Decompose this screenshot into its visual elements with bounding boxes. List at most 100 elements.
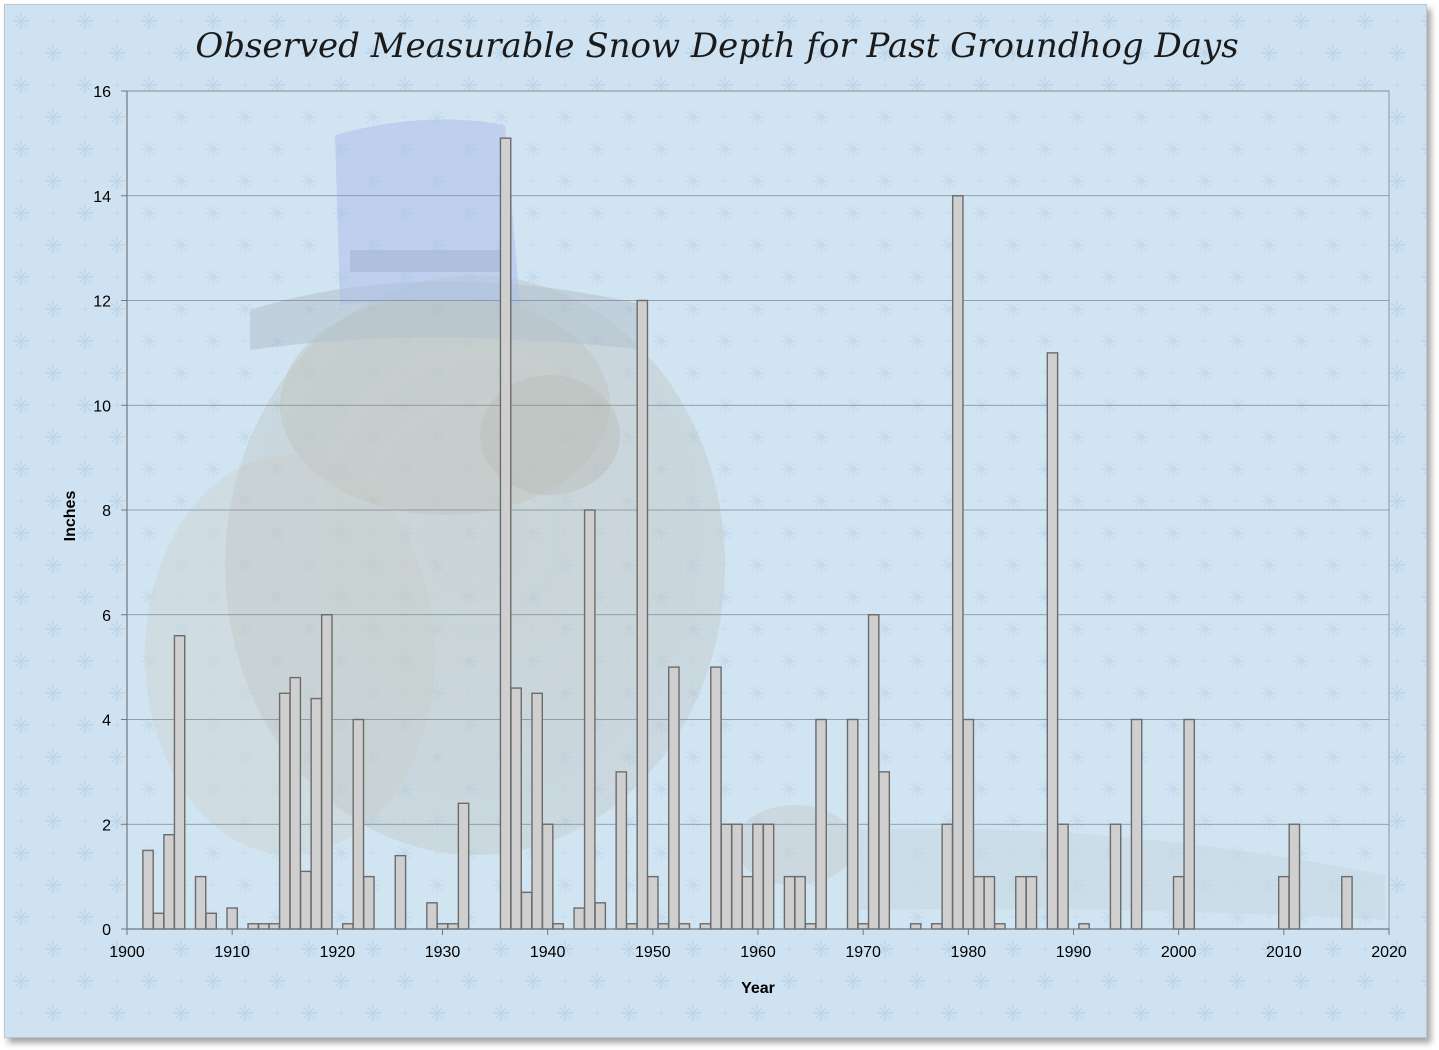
bar-1966 xyxy=(815,718,827,930)
bar-1957 xyxy=(720,823,733,930)
bar-1931 xyxy=(447,923,459,930)
bar-1981 xyxy=(972,875,985,930)
bar-1959 xyxy=(741,875,754,930)
bar-1922 xyxy=(352,718,365,930)
bar-2000 xyxy=(1172,875,1185,930)
y-tick-label-16: 16 xyxy=(93,84,111,101)
bar-1991 xyxy=(1078,923,1090,930)
bar-1951 xyxy=(657,923,670,930)
bar-1980 xyxy=(962,718,975,930)
bar-1960 xyxy=(752,823,764,930)
bar-1956 xyxy=(710,666,722,930)
bar-1944 xyxy=(583,509,596,930)
bar-1926 xyxy=(394,854,407,930)
y-tick-label-10: 10 xyxy=(93,398,111,415)
y-tick-label-8: 8 xyxy=(102,503,111,520)
bar-1939 xyxy=(531,692,544,930)
bar-1932 xyxy=(457,802,470,930)
x-tick-label-1940: 1940 xyxy=(530,944,566,961)
bar-1921 xyxy=(341,923,354,930)
bar-1970 xyxy=(857,923,870,930)
bar-1905 xyxy=(173,635,186,930)
bar-2001 xyxy=(1183,718,1196,930)
bar-1903 xyxy=(152,912,165,930)
bar-1971 xyxy=(867,614,880,930)
bar-1904 xyxy=(163,834,175,930)
bar-1969 xyxy=(846,718,859,930)
y-tick-label-12: 12 xyxy=(93,294,111,311)
bar-2016 xyxy=(1341,875,1353,930)
bar-1913 xyxy=(257,923,270,930)
bar-1902 xyxy=(142,849,154,930)
gridlines xyxy=(127,90,1389,825)
bar-1929 xyxy=(426,902,438,930)
y-tick-label-0: 0 xyxy=(102,922,111,939)
bar-1994 xyxy=(1109,823,1122,930)
bar-1996 xyxy=(1130,718,1143,930)
bar-1949 xyxy=(636,299,649,930)
x-tick-label-1900: 1900 xyxy=(109,944,145,961)
bar-1978 xyxy=(941,823,954,930)
y-tick-label-2: 2 xyxy=(102,817,111,834)
bar-1989 xyxy=(1057,823,1069,930)
bar-1915 xyxy=(278,692,291,930)
x-axis-title: Year xyxy=(741,980,775,997)
bar-1916 xyxy=(289,676,302,930)
bar-1919 xyxy=(320,614,333,930)
bar-1983 xyxy=(994,923,1006,930)
bar-1941 xyxy=(552,923,565,930)
x-tick-label-2020: 2020 xyxy=(1371,944,1407,961)
bar-1982 xyxy=(983,875,996,930)
bar-1958 xyxy=(731,823,743,930)
y-axis-title: Inches xyxy=(62,491,79,542)
bar-1937 xyxy=(510,687,522,930)
bar-1950 xyxy=(646,875,659,930)
bar-1955 xyxy=(699,923,712,930)
bar-1988 xyxy=(1046,352,1059,930)
bar-1918 xyxy=(310,697,323,930)
bar-1910 xyxy=(226,907,239,930)
bar-1952 xyxy=(668,666,680,930)
bar-1940 xyxy=(541,823,554,930)
y-tick-label-4: 4 xyxy=(102,713,111,730)
x-tick-label-1960: 1960 xyxy=(740,944,776,961)
bar-1947 xyxy=(615,771,628,930)
bar-1908 xyxy=(205,912,217,930)
x-tick-label-1910: 1910 xyxy=(214,944,250,961)
bar-1914 xyxy=(268,923,281,930)
x-tick-label-1930: 1930 xyxy=(425,944,461,961)
bar-1907 xyxy=(194,875,207,930)
bar-1979 xyxy=(951,195,964,930)
snow-depth-chart: 1900 1910 1920 1930 1940 1950 1960 1970 1980 1990… xyxy=(5,5,1426,1037)
bar-1977 xyxy=(930,923,943,930)
x-tick-label-1920: 1920 xyxy=(320,944,356,961)
bar-1964 xyxy=(794,875,806,930)
bar-1975 xyxy=(909,923,922,930)
bar-1965 xyxy=(804,923,817,930)
x-tick-label-1970: 1970 xyxy=(845,944,881,961)
y-tick-label-14: 14 xyxy=(93,189,111,206)
x-tick-label-1980: 1980 xyxy=(951,944,987,961)
bars-group xyxy=(142,137,1353,930)
bar-1917 xyxy=(299,870,312,930)
bar-1972 xyxy=(878,771,891,930)
axes-group xyxy=(121,90,1390,935)
bar-2010 xyxy=(1277,875,1290,930)
bar-1986 xyxy=(1025,875,1038,930)
bar-1912 xyxy=(247,923,260,930)
bar-1945 xyxy=(594,902,607,930)
bar-1930 xyxy=(436,923,449,930)
x-tick-label-1990: 1990 xyxy=(1056,944,1092,961)
bar-2011 xyxy=(1288,823,1301,930)
x-tick-label-2000: 2000 xyxy=(1161,944,1197,961)
y-tick-label-6: 6 xyxy=(102,608,111,625)
bar-1948 xyxy=(625,923,638,930)
bar-1943 xyxy=(573,907,586,930)
x-tick-label-1950: 1950 xyxy=(635,944,671,961)
bar-1961 xyxy=(762,823,775,930)
bar-1985 xyxy=(1015,875,1027,930)
bar-1923 xyxy=(363,875,375,930)
x-tick-label-2010: 2010 xyxy=(1266,944,1302,961)
chart-frame: 1900 1910 1920 1930 1940 1950 1960 1970 1980 1990… xyxy=(4,4,1427,1038)
bar-1936 xyxy=(499,137,512,930)
